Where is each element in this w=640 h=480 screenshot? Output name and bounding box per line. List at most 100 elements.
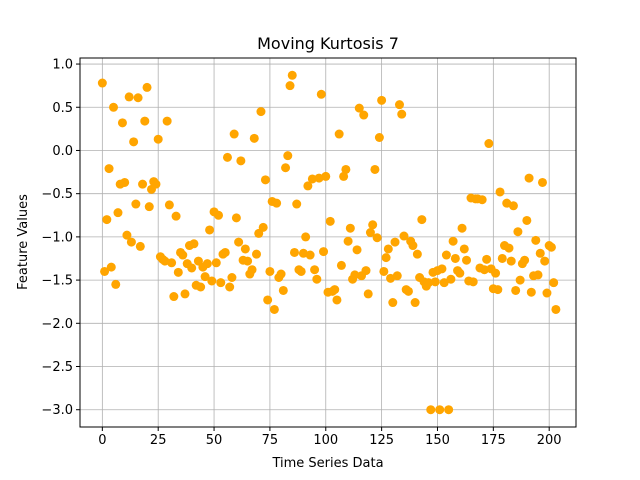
- data-point: [305, 250, 315, 260]
- data-point: [336, 260, 346, 270]
- data-point: [408, 241, 418, 251]
- data-point: [240, 244, 250, 254]
- data-point: [287, 70, 297, 80]
- data-point: [508, 201, 518, 211]
- x-axis-label: Time Series Data: [271, 456, 383, 471]
- data-point: [211, 258, 221, 268]
- data-point: [113, 208, 123, 218]
- data-point: [424, 278, 434, 288]
- data-point: [377, 95, 387, 105]
- data-point: [169, 292, 179, 302]
- data-point: [260, 175, 270, 185]
- data-point: [220, 247, 230, 257]
- data-point: [383, 244, 393, 254]
- data-point: [365, 228, 375, 238]
- data-point: [167, 258, 177, 268]
- data-point: [202, 259, 212, 269]
- data-point: [109, 102, 119, 112]
- data-point: [526, 287, 536, 297]
- data-point: [173, 267, 183, 277]
- data-point: [455, 268, 465, 278]
- x-tick-label: 125: [369, 433, 394, 448]
- data-point: [102, 215, 112, 225]
- x-tick-label: 50: [206, 433, 223, 448]
- data-point: [263, 295, 273, 305]
- data-point: [535, 248, 545, 258]
- data-point: [281, 163, 291, 173]
- data-points: [97, 70, 561, 415]
- data-point: [129, 137, 139, 147]
- data-point: [330, 285, 340, 295]
- y-axis-label: Feature Values: [16, 194, 31, 290]
- data-point: [350, 270, 360, 280]
- data-point: [446, 274, 456, 284]
- data-point: [410, 298, 420, 308]
- x-tick-label: 25: [150, 433, 167, 448]
- data-point: [515, 275, 525, 285]
- data-point: [289, 247, 299, 257]
- data-point: [222, 152, 232, 162]
- data-point: [187, 263, 197, 273]
- data-point: [171, 211, 181, 221]
- data-point: [231, 213, 241, 223]
- data-point: [506, 256, 516, 266]
- data-point: [542, 288, 552, 298]
- data-point: [131, 199, 141, 209]
- chart-title: Moving Kurtosis 7: [257, 34, 399, 53]
- data-point: [343, 236, 353, 246]
- data-point: [549, 278, 559, 288]
- data-point: [435, 405, 445, 415]
- data-point: [482, 254, 492, 264]
- data-point: [265, 266, 275, 276]
- data-point: [441, 250, 451, 260]
- data-point: [379, 266, 389, 276]
- data-point: [272, 198, 282, 208]
- data-point: [97, 78, 107, 88]
- data-point: [153, 134, 163, 144]
- data-point: [310, 265, 320, 275]
- data-point: [546, 242, 556, 252]
- data-point: [207, 276, 217, 286]
- x-tick-label: 175: [481, 433, 506, 448]
- data-point: [258, 222, 268, 232]
- data-point: [551, 304, 561, 314]
- data-point: [399, 231, 409, 241]
- data-point: [256, 107, 266, 117]
- data-point: [307, 174, 317, 184]
- data-point: [126, 237, 136, 247]
- y-tick-label: −0.5: [41, 187, 73, 202]
- data-point: [397, 109, 407, 119]
- data-point: [292, 199, 302, 209]
- data-point: [216, 278, 226, 288]
- data-point: [524, 173, 534, 183]
- data-point: [394, 100, 404, 110]
- data-point: [497, 253, 507, 263]
- data-point: [178, 250, 188, 260]
- data-point: [540, 256, 550, 266]
- data-point: [513, 227, 523, 237]
- data-point: [479, 265, 489, 275]
- data-point: [388, 298, 398, 308]
- data-point: [229, 129, 239, 139]
- data-point: [117, 118, 127, 128]
- data-point: [205, 225, 215, 235]
- data-point: [390, 237, 400, 247]
- data-point: [321, 171, 331, 181]
- data-point: [403, 286, 413, 296]
- data-point: [227, 272, 237, 282]
- data-point: [189, 239, 199, 249]
- data-point: [151, 179, 161, 189]
- data-point: [285, 81, 295, 91]
- data-point: [462, 255, 472, 265]
- data-point: [437, 264, 447, 274]
- data-point: [345, 223, 355, 233]
- data-point: [142, 82, 152, 92]
- data-point: [225, 282, 235, 292]
- data-point: [236, 156, 246, 166]
- data-point: [374, 133, 384, 143]
- data-point: [180, 289, 190, 299]
- data-point: [334, 129, 344, 139]
- data-point: [372, 233, 382, 243]
